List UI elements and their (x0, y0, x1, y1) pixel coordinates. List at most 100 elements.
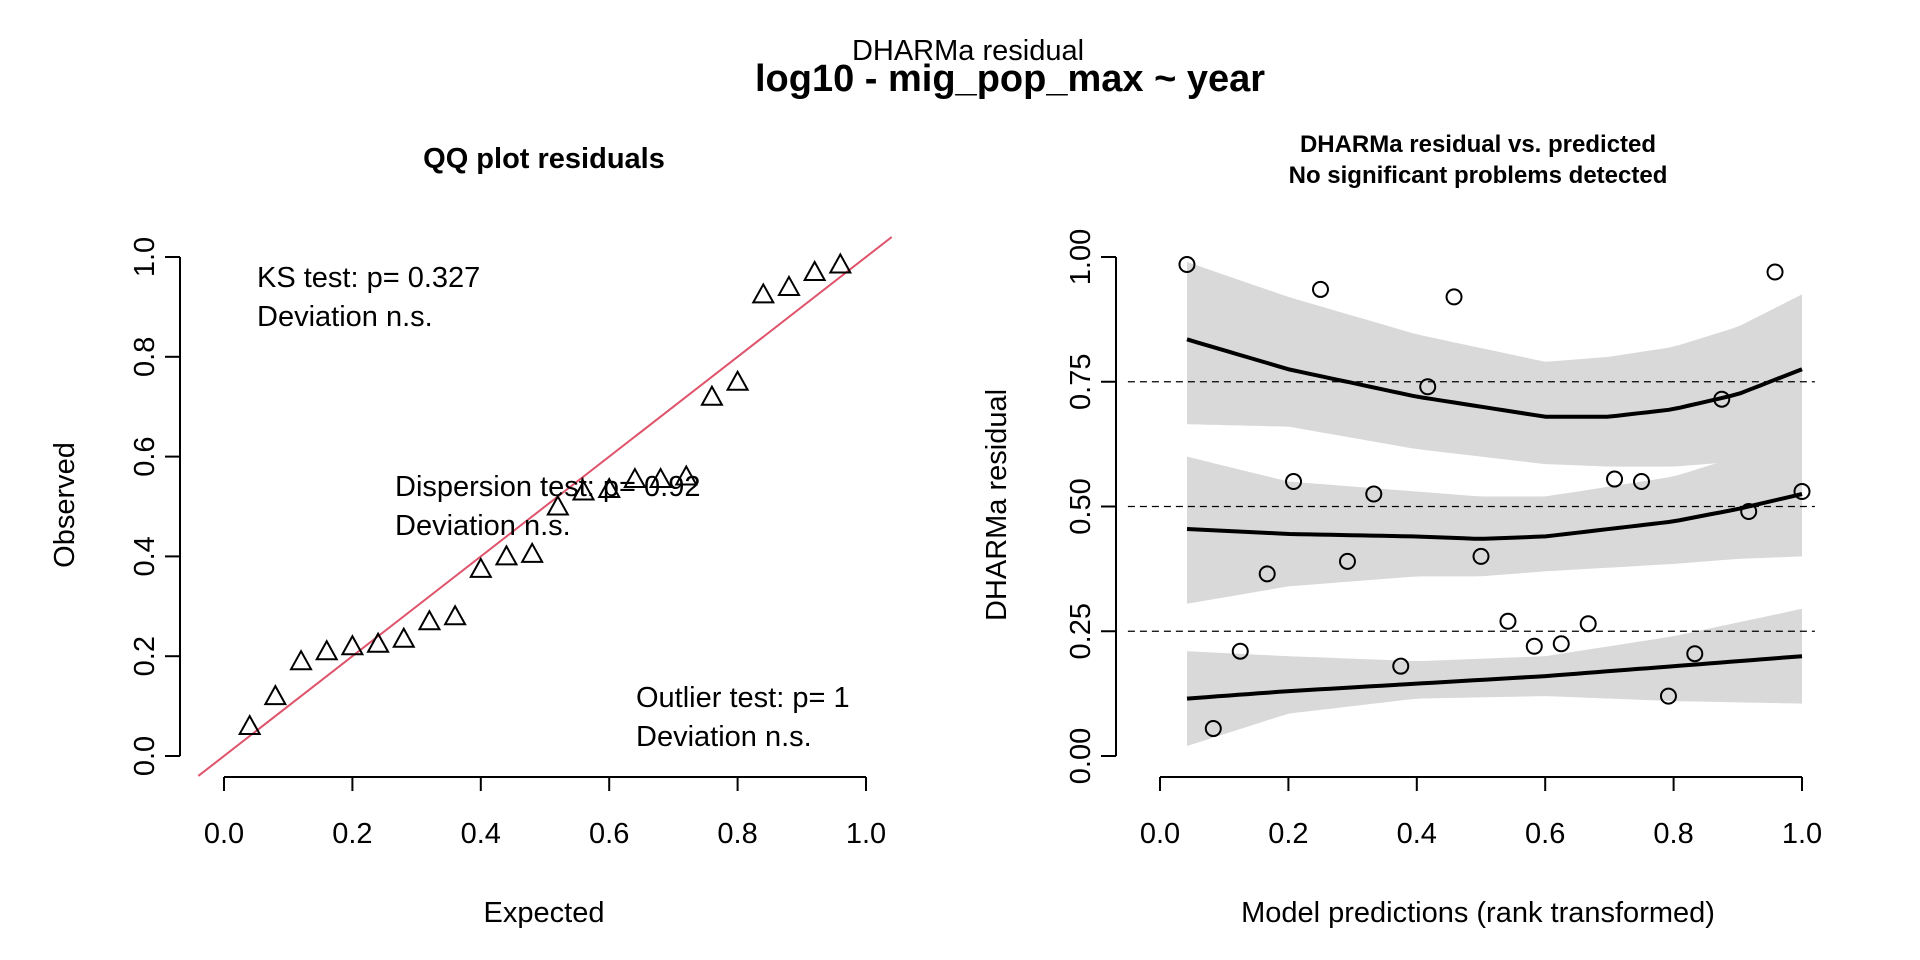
qq-plot-title: QQ plot residuals (423, 143, 665, 175)
residual-y-tick-label: 0.75 (1065, 354, 1097, 410)
qq-y-tick-label: 0.4 (129, 536, 161, 576)
residual-x-axis-label: Model predictions (rank transformed) (1241, 897, 1715, 929)
qq-point (366, 631, 390, 653)
residual-point (1525, 637, 1543, 655)
qq-point (315, 639, 339, 661)
qq-x-tick-label: 0.4 (461, 818, 501, 850)
residual-y-tick-label: 0.25 (1065, 603, 1097, 659)
residual-x-tick-label: 1.0 (1782, 818, 1822, 850)
quantile-regression-curves (1186, 337, 1803, 701)
residual-point (1633, 473, 1650, 491)
quantile-band-0.75 (1187, 262, 1802, 467)
qq-point (494, 544, 519, 566)
residual-point (1178, 255, 1196, 273)
qq-point (751, 282, 775, 304)
qq-point (392, 626, 416, 648)
qq-point (417, 609, 442, 631)
figure-suptitle: DHARMa residual (852, 35, 1084, 67)
residual-point (1285, 473, 1303, 491)
quantile-curve-0.25 (1186, 654, 1803, 701)
residual-point (1204, 720, 1222, 738)
qq-points (237, 252, 853, 736)
quantile-curve-0.75 (1186, 337, 1803, 419)
qq-point (289, 649, 313, 671)
residual-x-tick-label: 0.8 (1653, 818, 1693, 850)
qq-x-axis-label: Expected (484, 897, 605, 929)
residual-point (1258, 565, 1276, 583)
qq-reference-line-y-equals-x (197, 236, 893, 777)
quantile-curve-0.5 (1186, 492, 1803, 541)
qq-y-tick-label: 0.6 (129, 436, 161, 476)
qq-x-tick-label: 1.0 (846, 818, 886, 850)
qq-point (469, 556, 493, 578)
residual-point (1499, 612, 1517, 630)
residual-x-tick-label: 0.6 (1525, 818, 1565, 850)
residual-point (1552, 635, 1570, 653)
residual-point (1686, 645, 1704, 663)
dispersion-test-annotation: Dispersion test: p= 0.92 (395, 471, 700, 503)
qq-point (700, 384, 724, 406)
residual-plot-subtitle: No significant problems detected (1289, 162, 1668, 189)
residual-point (1659, 687, 1677, 705)
residual-points (1178, 255, 1811, 738)
qq-point (828, 252, 853, 274)
residual-point (1740, 502, 1758, 520)
qq-point (263, 684, 288, 706)
residual-point (1392, 657, 1410, 675)
residual-point (1606, 470, 1624, 488)
residual-y-tick-label: 1.00 (1065, 229, 1097, 285)
qq-y-tick-label: 0.8 (129, 337, 161, 377)
residual-point (1312, 280, 1329, 298)
residual-y-tick-label: 0.00 (1065, 728, 1097, 784)
residual-point (1365, 485, 1383, 503)
qq-point (597, 476, 621, 499)
qq-axes: 0.0 0.2 0.4 0.6 0.8 1.0 0.0 0.2 0.4 0.6 0.8 1.0 (129, 237, 886, 850)
qq-point (520, 541, 544, 563)
qq-reference-line (197, 236, 893, 777)
qq-y-tick-label: 1.0 (129, 237, 161, 277)
residual-point (1445, 288, 1463, 306)
residual-vs-predicted-panel: DHARMa residual vs. predicted No signifi… (981, 131, 1822, 929)
residual-y-tick-label: 0.50 (1065, 478, 1097, 534)
residual-plot-title: DHARMa residual vs. predicted (1300, 131, 1656, 158)
quantile-reference-lines (1127, 381, 1815, 632)
residual-x-tick-label: 0.2 (1268, 818, 1308, 850)
residual-point (1713, 390, 1731, 408)
residual-point (1766, 263, 1784, 281)
residual-point (1793, 483, 1811, 501)
qq-x-tick-label: 0.8 (717, 818, 757, 850)
ks-test-annotation: KS test: p= 0.327 (257, 262, 480, 294)
residual-axes: 0.0 0.2 0.4 0.6 0.8 1.0 0.00 0.25 0.50 0.75 1.00 (1065, 229, 1822, 850)
qq-point (623, 466, 647, 489)
qq-x-tick-label: 0.6 (589, 818, 629, 850)
qq-plot-panel: QQ plot residuals 0.0 0.2 0.4 0.6 0.8 1.00.00… (49, 143, 893, 929)
residual-point (1472, 547, 1490, 565)
qq-point (674, 464, 698, 486)
residual-point (1419, 378, 1437, 396)
ks-deviation-annotation: Deviation n.s. (257, 301, 433, 333)
outlier-deviation-annotation: Deviation n.s. (636, 721, 812, 753)
qq-point (546, 494, 570, 516)
qq-point (571, 479, 596, 501)
qq-point (777, 274, 801, 296)
qq-point (648, 466, 673, 489)
qq-point (725, 369, 750, 391)
qq-point (443, 604, 467, 626)
qq-x-tick-label: 0.0 (204, 818, 244, 850)
dispersion-deviation-annotation: Deviation n.s. (395, 510, 571, 542)
qq-point (802, 259, 827, 281)
qq-point (340, 634, 365, 656)
figure-title: log10 - mig_pop_max ~ year (755, 58, 1265, 100)
residual-y-axis-label: DHARMa residual (981, 389, 1013, 621)
outlier-test-annotation: Outlier test: p= 1 (636, 682, 850, 714)
qq-y-axis-label: Observed (49, 442, 81, 568)
qq-y-tick-label: 0.0 (129, 736, 161, 776)
residual-x-tick-label: 0.0 (1140, 818, 1180, 850)
residual-point (1338, 552, 1356, 570)
qq-y-tick-label: 0.2 (129, 636, 161, 676)
qq-x-tick-label: 0.2 (332, 818, 372, 850)
qq-point (237, 714, 262, 736)
residual-x-tick-label: 0.4 (1397, 818, 1437, 850)
residual-point (1231, 642, 1249, 660)
